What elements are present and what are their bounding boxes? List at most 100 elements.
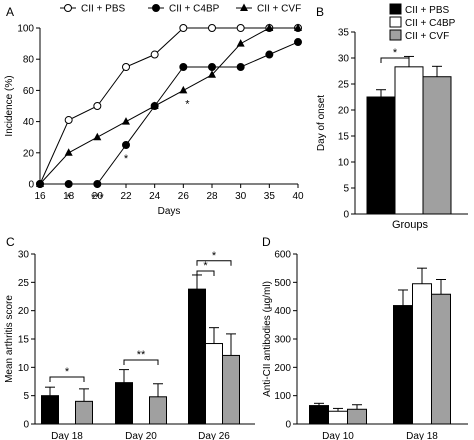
- legend-swatch: [389, 29, 402, 41]
- data-point: [93, 102, 102, 110]
- significance-mark: *: [393, 47, 398, 59]
- data-point: [122, 63, 130, 71]
- y-axis-label: Anti-CII antibodies (µg/ml): [262, 281, 273, 397]
- panel-d: D 0 100 200 300 400 500 600 Anti-CII antibodies …: [262, 235, 468, 440]
- category-label: Day 18: [406, 431, 438, 440]
- category-label: Day 20: [125, 431, 157, 440]
- data-point: [179, 85, 188, 94]
- legend-label: CII + C4BP: [169, 4, 220, 15]
- panel-c: C 0 5 10 15 20 25 30 Mean arthritis score Day 18 D…: [4, 235, 255, 440]
- y-tick-label: 20: [23, 148, 35, 159]
- data-point: [208, 24, 216, 32]
- y-tick-label: 15: [18, 335, 30, 346]
- y-tick-label: 400: [274, 306, 291, 317]
- x-tick-label: 28: [206, 191, 218, 202]
- bar: [412, 283, 432, 425]
- significance-mark: *: [212, 250, 217, 262]
- x-tick-label: 22: [120, 191, 132, 202]
- bar: [328, 410, 348, 425]
- x-tick-label: 16: [34, 191, 46, 202]
- panel-label: C: [6, 235, 15, 249]
- legend-swatch: [389, 16, 402, 28]
- bar: [188, 288, 206, 425]
- category-label: Day 10: [322, 431, 354, 440]
- y-tick-label: 5: [343, 184, 349, 195]
- data-point: [64, 180, 73, 188]
- y-tick-label: 500: [274, 278, 291, 289]
- panel-b: B 0 5 10 15 20 25 30 35 Day of onset Groups * CII + …: [316, 3, 468, 231]
- y-tick-label: 25: [338, 80, 350, 91]
- significance-bracket: [196, 270, 215, 276]
- x-axis-label: Days: [158, 206, 181, 217]
- y-axis-label: Mean arthritis score: [4, 295, 15, 383]
- y-tick-label: 35: [338, 28, 350, 39]
- legend-marker: [240, 3, 248, 11]
- panel-a: A 16 18 20 22 24 26 28 30 35 40 0 20 40 60 80 100 Days Inc…: [4, 3, 304, 217]
- bar: [366, 96, 396, 215]
- bar: [309, 405, 329, 425]
- bar: [394, 66, 424, 215]
- significance-mark: *: [185, 98, 190, 110]
- significance-mark: *: [67, 192, 72, 204]
- y-tick-label: 20: [338, 106, 350, 117]
- data-point: [93, 180, 102, 188]
- data-point: [122, 117, 130, 125]
- bar: [41, 395, 59, 425]
- legend-marker: [64, 4, 72, 12]
- y-tick-label: 0: [343, 210, 349, 221]
- data-point: [64, 148, 73, 156]
- significance-bracket: [196, 260, 232, 266]
- bar: [431, 293, 451, 425]
- data-point: [93, 132, 102, 141]
- legend-label: CII + CVF: [257, 4, 301, 15]
- significance-mark: ***: [91, 192, 105, 204]
- x-tick-label: 18: [63, 191, 75, 202]
- data-point: [265, 23, 274, 31]
- data-point: [208, 63, 216, 71]
- y-tick-label: 40: [23, 117, 35, 128]
- x-tick-label: 24: [149, 191, 161, 202]
- legend-label: CII + PBS: [81, 4, 126, 15]
- category-label: Day 18: [51, 431, 83, 440]
- series-line: [39, 27, 298, 185]
- y-tick-label: 100: [17, 24, 34, 35]
- significance-mark: *: [65, 366, 70, 378]
- data-point: [179, 63, 188, 71]
- data-point: [236, 63, 245, 71]
- panel-label: D: [262, 235, 271, 249]
- significance-bracket: [380, 57, 410, 63]
- x-tick-label: 20: [92, 191, 104, 202]
- y-tick-label: 200: [274, 363, 291, 374]
- series-line: [39, 27, 298, 185]
- category-label: Day 26: [198, 431, 230, 440]
- data-point: [179, 24, 188, 32]
- bar: [149, 396, 167, 425]
- significance-mark: *: [203, 260, 208, 272]
- y-tick-label: 60: [23, 86, 35, 97]
- bar: [347, 408, 367, 425]
- y-tick-label: 0: [28, 180, 34, 191]
- y-axis-label: Incidence (%): [4, 75, 15, 136]
- y-tick-label: 100: [274, 391, 291, 402]
- legend-label: CII + PBS: [405, 5, 450, 16]
- y-tick-label: 20: [18, 306, 30, 317]
- data-point: [208, 70, 216, 78]
- data-point: [122, 141, 130, 149]
- y-tick-label: 0: [285, 420, 291, 431]
- significance-bracket: [123, 359, 159, 365]
- y-tick-label: 25: [18, 278, 30, 289]
- y-tick-label: 30: [18, 250, 30, 261]
- panel-label: B: [316, 5, 324, 19]
- y-tick-label: 15: [338, 132, 350, 143]
- bar: [115, 382, 133, 425]
- y-tick-label: 30: [338, 54, 350, 65]
- bar: [205, 343, 223, 425]
- data-point: [236, 24, 245, 32]
- bar: [75, 400, 93, 425]
- x-tick-label: 30: [235, 191, 247, 202]
- y-tick-label: 300: [274, 335, 291, 346]
- y-tick-label: 10: [18, 363, 30, 374]
- bar: [222, 354, 240, 425]
- data-point: [64, 116, 73, 125]
